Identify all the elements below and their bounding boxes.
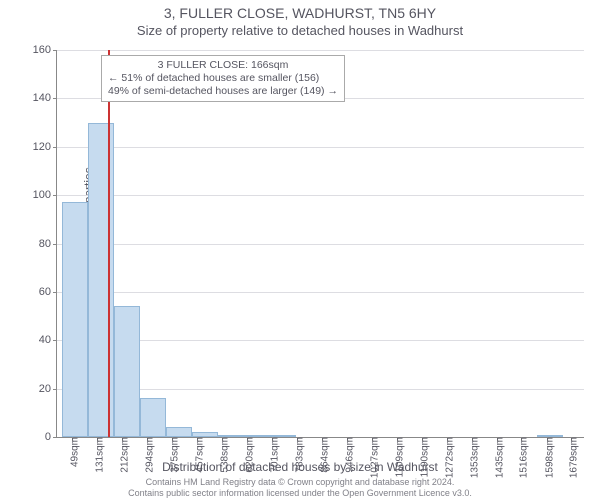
credit-line-1: Contains HM Land Registry data © Crown c… bbox=[146, 477, 455, 487]
annotation-line: ← 51% of detached houses are smaller (15… bbox=[108, 72, 338, 85]
y-tick-label: 60 bbox=[39, 286, 57, 298]
y-gridline bbox=[57, 292, 584, 293]
y-gridline bbox=[57, 244, 584, 245]
y-tick-label: 20 bbox=[39, 383, 57, 395]
y-tick-label: 100 bbox=[33, 189, 57, 201]
histogram-bar bbox=[140, 398, 166, 437]
y-tick-label: 80 bbox=[39, 238, 57, 250]
histogram-bar bbox=[62, 202, 88, 437]
chart-title: 3, FULLER CLOSE, WADHURST, TN5 6HY bbox=[0, 0, 600, 21]
annotation-box: 3 FULLER CLOSE: 166sqm← 51% of detached … bbox=[101, 55, 345, 102]
y-tick-label: 120 bbox=[33, 141, 57, 153]
plot-area: 02040608010012014016049sqm131sqm212sqm29… bbox=[56, 50, 584, 438]
y-tick-label: 0 bbox=[45, 431, 57, 443]
y-gridline bbox=[57, 147, 584, 148]
y-gridline bbox=[57, 195, 584, 196]
histogram-bar bbox=[114, 306, 140, 437]
histogram-bar bbox=[166, 427, 192, 437]
y-tick-label: 40 bbox=[39, 334, 57, 346]
subject-marker-line bbox=[108, 50, 110, 437]
annotation-line: 3 FULLER CLOSE: 166sqm bbox=[108, 59, 338, 72]
y-gridline bbox=[57, 50, 584, 51]
y-tick-label: 140 bbox=[33, 92, 57, 104]
credit-text: Contains HM Land Registry data © Crown c… bbox=[0, 477, 600, 498]
y-tick-label: 160 bbox=[33, 44, 57, 56]
annotation-line: 49% of semi-detached houses are larger (… bbox=[108, 85, 338, 98]
credit-line-2: Contains public sector information licen… bbox=[128, 488, 472, 498]
chart-subtitle: Size of property relative to detached ho… bbox=[0, 21, 600, 38]
x-axis-label: Distribution of detached houses by size … bbox=[0, 460, 600, 474]
